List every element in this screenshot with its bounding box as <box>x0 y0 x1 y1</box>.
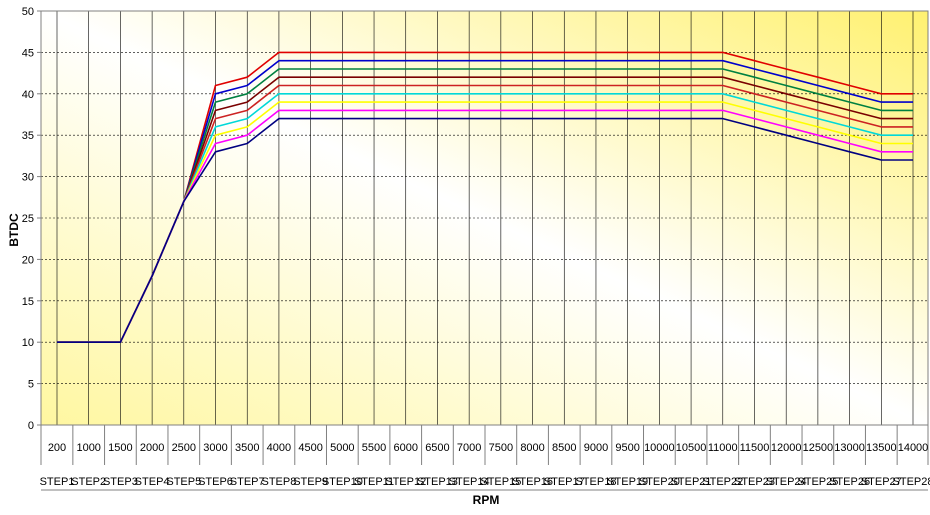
series-line <box>57 101 913 344</box>
y-tick-label: 5 <box>28 379 34 391</box>
x-tick-label: 8500 <box>552 442 576 454</box>
x-step-label: STEP16 <box>512 476 553 488</box>
y-tick-label: 45 <box>22 47 34 59</box>
x-step-label: STEP13 <box>417 476 458 488</box>
x-step-label: STEP24 <box>766 476 807 488</box>
y-tick-label: 10 <box>22 337 34 349</box>
y-tick-label: 20 <box>22 254 34 266</box>
x-tick-label: 6500 <box>425 442 449 454</box>
series-line <box>57 109 913 344</box>
x-tick-label: 4500 <box>298 442 322 454</box>
x-tick-label: 2500 <box>172 442 196 454</box>
x-step-label: STEP5 <box>166 476 201 488</box>
x-step-label: STEP1 <box>40 476 75 488</box>
x-step-label: STEP23 <box>734 476 775 488</box>
x-step-label: STEP21 <box>671 476 712 488</box>
x-step-label: STEP10 <box>322 476 363 488</box>
x-tick-label: 3000 <box>203 442 227 454</box>
x-tick-label: 5000 <box>330 442 354 454</box>
plot-background <box>41 11 928 425</box>
x-tick-label: 200 <box>48 442 66 454</box>
x-step-label: STEP18 <box>575 476 616 488</box>
series-line <box>57 51 913 344</box>
x-axis-title: RPM <box>473 493 500 507</box>
series-line <box>57 84 913 344</box>
grid-layer <box>41 11 928 425</box>
x-tick-label: 10500 <box>676 442 707 454</box>
x-tick-label: 7500 <box>489 442 513 454</box>
y-tick-label: 40 <box>22 89 34 101</box>
x-step-label: STEP22 <box>702 476 743 488</box>
y-tick-label: 30 <box>22 172 34 184</box>
series-line <box>57 117 913 344</box>
x-step-label: STEP27 <box>861 476 902 488</box>
y-tick-label: 0 <box>28 420 34 432</box>
x-tick-label: 6000 <box>393 442 417 454</box>
x-tick-label: 1000 <box>76 442 100 454</box>
x-step-label: STEP12 <box>385 476 426 488</box>
x-tick-label: 9500 <box>615 442 639 454</box>
x-tick-label: 5500 <box>362 442 386 454</box>
x-step-label: STEP11 <box>354 476 394 488</box>
x-step-label: STEP2 <box>71 476 106 488</box>
x-tick-label: 3500 <box>235 442 259 454</box>
x-step-label: STEP3 <box>103 476 138 488</box>
x-step-label: STEP4 <box>135 476 170 488</box>
x-tick-label: 13500 <box>866 442 897 454</box>
x-tick-label: 11500 <box>740 442 770 454</box>
x-tick-label: 1500 <box>108 442 132 454</box>
x-step-label: STEP26 <box>829 476 870 488</box>
series-line <box>57 76 913 344</box>
y-axis-title: BTDC <box>7 213 21 247</box>
y-tick-label: 35 <box>22 130 34 142</box>
x-step-label: STEP6 <box>198 476 233 488</box>
x-tick-label: 9000 <box>584 442 608 454</box>
y-tick-label: 15 <box>22 296 34 308</box>
x-tick-label: 7000 <box>457 442 481 454</box>
x-tick-label: 10000 <box>644 442 675 454</box>
x-step-label: STEP15 <box>480 476 521 488</box>
x-tick-label: 11000 <box>708 442 738 454</box>
y-tick-label: 25 <box>22 213 34 225</box>
x-tick-label: 13000 <box>834 442 865 454</box>
series-line <box>57 93 913 344</box>
x-step-label: STEP19 <box>607 476 648 488</box>
x-step-label: STEP17 <box>544 476 585 488</box>
x-tick-label: 12500 <box>803 442 834 454</box>
x-step-label: STEP8 <box>261 476 296 488</box>
x-axis: 200 1000 1500 2000 2500 3000 3500 4000 4500 5000 5… <box>40 425 930 491</box>
x-tick-label: 4000 <box>267 442 291 454</box>
y-axis: 0 5 10 15 20 25 30 35 40 45 50 <box>22 6 41 432</box>
x-tick-label: 8000 <box>520 442 544 454</box>
series-layer <box>57 51 913 344</box>
x-step-label: STEP7 <box>230 476 265 488</box>
x-step-label: STEP9 <box>293 476 328 488</box>
x-tick-label: 14000 <box>898 442 929 454</box>
x-step-label: STEP28 <box>893 476 930 488</box>
x-step-label: STEP20 <box>639 476 680 488</box>
x-step-label: STEP25 <box>797 476 838 488</box>
x-step-label: STEP14 <box>449 476 490 488</box>
y-tick-label: 50 <box>22 6 34 18</box>
x-tick-label: 12000 <box>771 442 802 454</box>
series-line <box>57 68 913 344</box>
x-tick-label: 2000 <box>140 442 164 454</box>
series-line <box>57 59 913 344</box>
